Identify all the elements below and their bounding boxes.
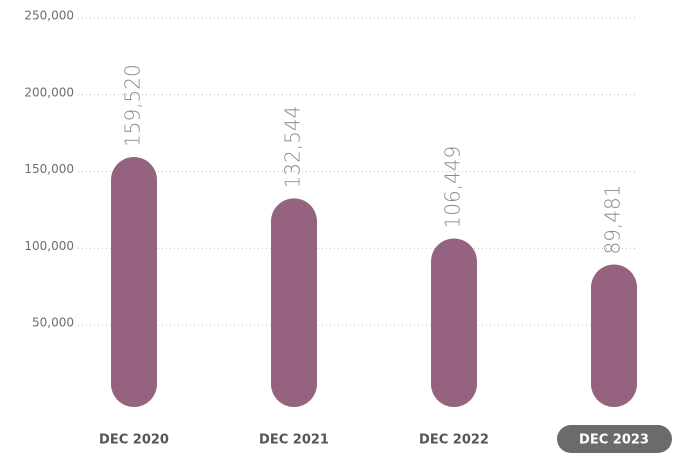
y-tick-label: 100,000 xyxy=(24,239,74,253)
y-tick-label: 150,000 xyxy=(24,162,74,176)
bar xyxy=(431,238,477,407)
bar xyxy=(271,198,317,407)
y-tick-label: 200,000 xyxy=(24,85,74,99)
x-tick-label: DEC 2021 xyxy=(259,433,329,448)
x-tick-label: DEC 2020 xyxy=(99,433,169,448)
highlight-pill xyxy=(557,425,672,453)
y-tick-label: 50,000 xyxy=(32,316,74,330)
bar xyxy=(591,264,637,407)
value-label: 106,449 xyxy=(441,146,465,229)
value-label: 89,481 xyxy=(601,185,625,255)
bar xyxy=(111,156,157,407)
value-label: 159,520 xyxy=(121,64,145,147)
x-tick-label: DEC 2023 xyxy=(579,433,649,448)
value-label: 132,544 xyxy=(281,106,305,189)
y-tick-label: 250,000 xyxy=(24,9,74,23)
x-tick-label: DEC 2022 xyxy=(419,433,489,448)
